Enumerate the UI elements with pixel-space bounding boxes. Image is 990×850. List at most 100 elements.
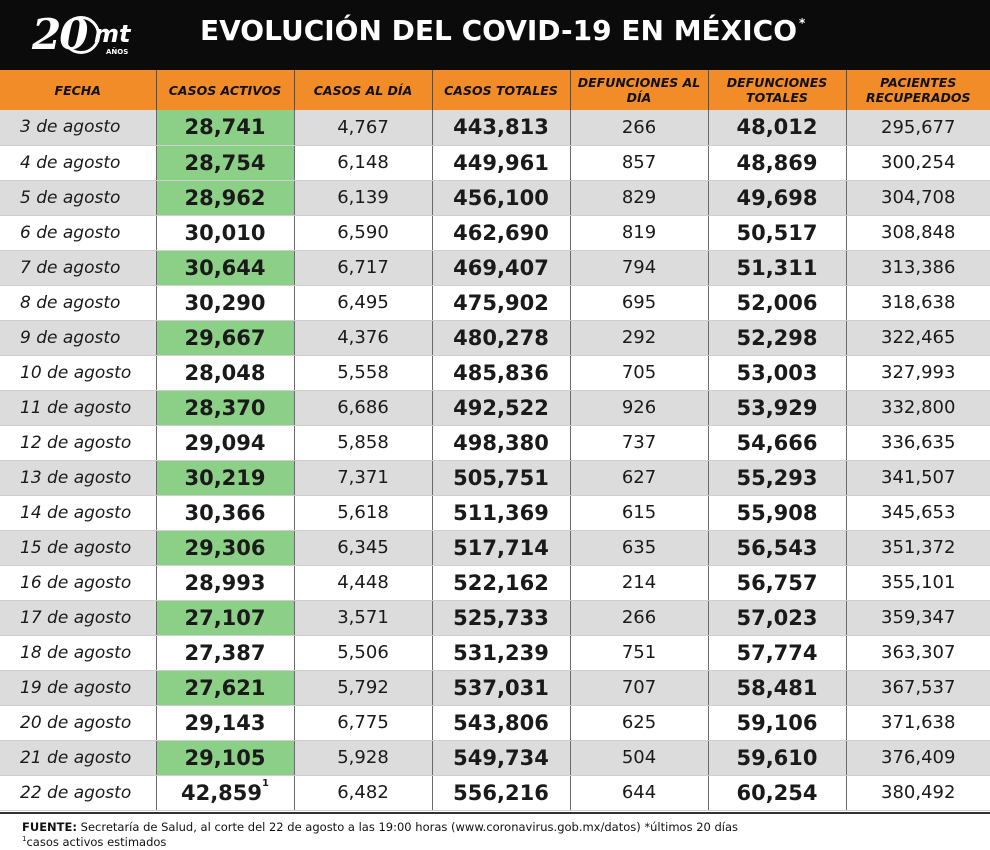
cell-casos-totales: 492,522 [432, 390, 571, 426]
cell-pacientes-recuperados: 367,537 [846, 670, 990, 706]
cell-casos-totales: 449,961 [432, 145, 571, 181]
footer: FUENTE: Secretaría de Salud, al corte de… [0, 812, 990, 850]
cell-value: 42,859 [180, 780, 263, 805]
cell-defunciones-al-dia: 625 [570, 705, 709, 741]
table-row: 8 de agosto 30,290 6,495 475,902 695 52,006 31… [0, 285, 990, 321]
table-row: 13 de agosto 30,219 7,371 505,751 627 55,293 3… [0, 460, 990, 496]
table-row: 22 de agosto 42,8591 6,482 556,216 644 60,254… [0, 775, 990, 811]
cell-casos-totales: 511,369 [432, 495, 571, 531]
cell-fecha: 21 de agosto [0, 740, 157, 776]
header-pacientes-recuperados: PACIENTES RECUPERADOS [846, 70, 990, 110]
header-casos-totales: CASOS TOTALES [432, 70, 571, 110]
cell-defunciones-al-dia: 266 [570, 110, 709, 146]
cell-defunciones-al-dia: 857 [570, 145, 709, 181]
cell-pacientes-recuperados: 295,677 [846, 110, 990, 146]
cell-defunciones-al-dia: 266 [570, 600, 709, 636]
cell-casos-totales: 531,239 [432, 635, 571, 671]
cell-defunciones-totales: 52,006 [708, 285, 847, 321]
cell-casos-activos: 29,667 [156, 320, 295, 356]
table-body: 3 de agosto 28,741 4,767 443,813 266 48,012 29… [0, 110, 990, 811]
column-header-row: FECHA CASOS ACTIVOS CASOS AL DÍA CASOS TOTA… [0, 70, 990, 110]
table-row: 10 de agosto 28,048 5,558 485,836 705 53,003 3… [0, 355, 990, 391]
cell-casos-activos: 28,754 [156, 145, 295, 181]
cell-casos-totales: 480,278 [432, 320, 571, 356]
table-row: 11 de agosto 28,370 6,686 492,522 926 53,929 3… [0, 390, 990, 426]
cell-fecha: 6 de agosto [0, 215, 157, 251]
cell-casos-activos: 28,370 [156, 390, 295, 426]
cell-casos-totales: 443,813 [432, 110, 571, 146]
header-defunciones-al-dia: DEFUNCIONES AL DÍA [570, 70, 709, 110]
cell-casos-totales: 522,162 [432, 565, 571, 601]
cell-pacientes-recuperados: 341,507 [846, 460, 990, 496]
cell-defunciones-al-dia: 615 [570, 495, 709, 531]
cell-casos-al-dia: 6,148 [294, 145, 433, 181]
cell-casos-al-dia: 6,775 [294, 705, 433, 741]
cell-defunciones-totales: 49,698 [708, 180, 847, 216]
cell-defunciones-totales: 55,293 [708, 460, 847, 496]
title-text: EVOLUCIÓN DEL COVID-19 EN MÉXICO [200, 14, 798, 47]
cell-defunciones-totales: 50,517 [708, 215, 847, 251]
cell-defunciones-al-dia: 926 [570, 390, 709, 426]
cell-defunciones-totales: 56,543 [708, 530, 847, 566]
cell-casos-activos: 30,644 [156, 250, 295, 286]
cell-defunciones-totales: 55,908 [708, 495, 847, 531]
cell-defunciones-totales: 57,774 [708, 635, 847, 671]
cell-defunciones-al-dia: 751 [570, 635, 709, 671]
cell-defunciones-totales: 54,666 [708, 425, 847, 461]
cell-casos-al-dia: 6,139 [294, 180, 433, 216]
cell-casos-al-dia: 5,858 [294, 425, 433, 461]
cell-fecha: 5 de agosto [0, 180, 157, 216]
table-row: 5 de agosto 28,962 6,139 456,100 829 49,698 30… [0, 180, 990, 216]
cell-casos-activos: 42,8591 [156, 775, 295, 811]
milenio-20-anos-logo: 20 mt AÑOS [22, 6, 142, 64]
table-row: 6 de agosto 30,010 6,590 462,690 819 50,517 30… [0, 215, 990, 251]
cell-casos-activos: 28,962 [156, 180, 295, 216]
cell-fecha: 11 de agosto [0, 390, 157, 426]
cell-fecha: 9 de agosto [0, 320, 157, 356]
cell-casos-activos: 28,048 [156, 355, 295, 391]
cell-casos-al-dia: 6,686 [294, 390, 433, 426]
cell-casos-totales: 537,031 [432, 670, 571, 706]
cell-defunciones-al-dia: 695 [570, 285, 709, 321]
cell-defunciones-al-dia: 794 [570, 250, 709, 286]
logo-subtitle: AÑOS [106, 48, 129, 56]
source-text: Secretaría de Salud, al corte del 22 de … [76, 820, 739, 834]
cell-fecha: 16 de agosto [0, 565, 157, 601]
cell-casos-totales: 549,734 [432, 740, 571, 776]
cell-casos-al-dia: 5,618 [294, 495, 433, 531]
cell-fecha: 13 de agosto [0, 460, 157, 496]
cell-casos-activos: 27,107 [156, 600, 295, 636]
cell-pacientes-recuperados: 371,638 [846, 705, 990, 741]
cell-fecha: 20 de agosto [0, 705, 157, 741]
cell-casos-al-dia: 7,371 [294, 460, 433, 496]
estimate-mark: 1 [262, 777, 269, 789]
cell-fecha: 17 de agosto [0, 600, 157, 636]
cell-pacientes-recuperados: 318,638 [846, 285, 990, 321]
table-row: 9 de agosto 29,667 4,376 480,278 292 52,298 32… [0, 320, 990, 356]
cell-defunciones-totales: 58,481 [708, 670, 847, 706]
cell-defunciones-al-dia: 819 [570, 215, 709, 251]
cell-fecha: 8 de agosto [0, 285, 157, 321]
cell-defunciones-totales: 56,757 [708, 565, 847, 601]
table-row: 12 de agosto 29,094 5,858 498,380 737 54,666 3… [0, 425, 990, 461]
cell-defunciones-totales: 48,012 [708, 110, 847, 146]
header-fecha: FECHA [0, 70, 157, 110]
table-row: 17 de agosto 27,107 3,571 525,733 266 57,023 3… [0, 600, 990, 636]
cell-pacientes-recuperados: 332,800 [846, 390, 990, 426]
note-mark: 1 [22, 835, 27, 844]
cell-pacientes-recuperados: 308,848 [846, 215, 990, 251]
header-casos-activos: CASOS ACTIVOS [156, 70, 295, 110]
cell-defunciones-totales: 48,869 [708, 145, 847, 181]
cell-fecha: 3 de agosto [0, 110, 157, 146]
cell-casos-totales: 543,806 [432, 705, 571, 741]
cell-defunciones-al-dia: 707 [570, 670, 709, 706]
cell-casos-al-dia: 6,717 [294, 250, 433, 286]
cell-defunciones-totales: 51,311 [708, 250, 847, 286]
cell-pacientes-recuperados: 345,653 [846, 495, 990, 531]
title-asterisk: * [799, 16, 806, 30]
note-text: casos activos estimados [26, 835, 167, 849]
cell-casos-totales: 469,407 [432, 250, 571, 286]
cell-pacientes-recuperados: 359,347 [846, 600, 990, 636]
cell-casos-totales: 456,100 [432, 180, 571, 216]
cell-fecha: 10 de agosto [0, 355, 157, 391]
